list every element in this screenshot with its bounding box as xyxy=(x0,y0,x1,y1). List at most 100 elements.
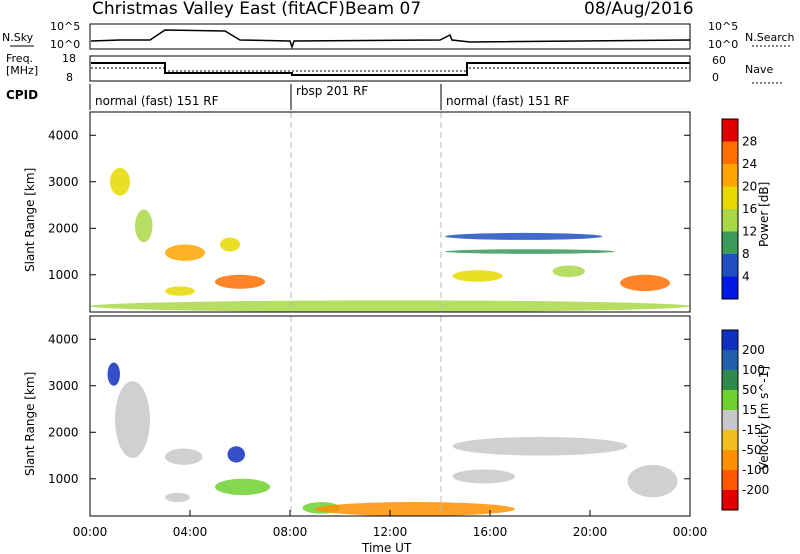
velocity-echo-region-9 xyxy=(452,436,628,456)
x-tick-label: 20:00 xyxy=(573,525,608,539)
power-echo-region-9 xyxy=(445,232,603,240)
cpid-row: CPID normal (fast) 151 RF rbsp 201 RF no… xyxy=(6,84,570,110)
velocity-plot-area xyxy=(89,315,691,517)
velocity-colorbar-segment xyxy=(722,450,738,470)
velocity-colorbar-tick: -100 xyxy=(742,463,769,477)
power-echo-region-7 xyxy=(90,300,690,312)
x-tick-label: 12:00 xyxy=(373,525,408,539)
y-tick-label: 4000 xyxy=(48,128,79,142)
velocity-colorbar-tick: 15 xyxy=(742,403,757,417)
nave-tick-top: 60 xyxy=(712,54,726,67)
velocity-colorbar-tick: 100 xyxy=(742,363,765,377)
power-colorbar-segment xyxy=(722,254,738,277)
x-tick-label: 04:00 xyxy=(173,525,208,539)
velocity-colorbar-segment xyxy=(722,390,738,410)
power-colorbar-segment xyxy=(722,164,738,187)
velocity-colorbar-tick: 200 xyxy=(742,343,765,357)
velocity-colorbar-tick: -15 xyxy=(742,423,762,437)
power-echo-region-1 xyxy=(110,167,130,196)
power-echo-region-2 xyxy=(135,209,153,243)
velocity-colorbar-segment xyxy=(722,330,738,350)
velocity-colorbar-segment xyxy=(722,490,738,510)
nsearch-label: N.Search xyxy=(745,31,795,44)
power-marks xyxy=(90,167,690,312)
velocity-colorbar-tick: -50 xyxy=(742,443,762,457)
y-tick-label: 4000 xyxy=(48,332,79,346)
y-tick-label: 3000 xyxy=(48,175,79,189)
x-tick-label: 08:00 xyxy=(273,525,308,539)
nsearch-tick-top: 10^5 xyxy=(708,20,738,33)
velocity-colorbar-segment xyxy=(722,350,738,370)
cpid-segment-1: normal (fast) 151 RF xyxy=(95,94,219,108)
nsky-trace xyxy=(90,29,691,50)
y-tick-label: 1000 xyxy=(48,472,79,486)
velocity-colorbar-segment xyxy=(722,370,738,390)
power-colorbar-tick: 12 xyxy=(742,225,757,239)
power-echo-region-6 xyxy=(165,286,195,296)
power-echo-region-5 xyxy=(215,274,265,289)
x-tick-label: 00:00 xyxy=(673,525,708,539)
velocity-echo-region-6 xyxy=(165,492,190,503)
freq-label: Freq. xyxy=(6,52,33,65)
power-colorbar-segment xyxy=(722,276,738,299)
freq-trace xyxy=(91,62,690,76)
velocity-colorbar: 200 100 50 15 -15 -50 -100 -200 xyxy=(721,329,769,511)
freq-panel: Freq. [MHz] 18 8 60 0 Nave xyxy=(6,52,782,84)
power-colorbar-segment xyxy=(722,231,738,254)
nave-trace xyxy=(91,67,690,72)
x-tick-label: 00:00 xyxy=(73,525,108,539)
cpid-label: CPID xyxy=(6,88,38,102)
velocity-colorbar-tick: -200 xyxy=(742,483,769,497)
y-tick-label: 1000 xyxy=(48,268,79,282)
power-echo-region-4 xyxy=(220,237,240,252)
nave-tick-bottom: 0 xyxy=(712,71,719,84)
cpid-segment-3: normal (fast) 151 RF xyxy=(446,94,570,108)
velocity-echo-region-5 xyxy=(215,478,270,496)
freq-unit: [MHz] xyxy=(6,64,38,77)
nsearch-tick-bottom: 10^0 xyxy=(708,38,738,51)
velocity-marks xyxy=(107,362,678,516)
power-colorbar-tick: 24 xyxy=(742,157,757,171)
power-colorbar-segment xyxy=(722,141,738,164)
power-echo-region-8 xyxy=(445,249,615,254)
velocity-echo-region-3 xyxy=(165,448,203,465)
nsky-tick-top: 10^5 xyxy=(50,20,80,33)
power-colorbar-segment xyxy=(722,119,738,142)
power-echo-region-3 xyxy=(165,244,205,261)
nave-label: Nave xyxy=(745,63,773,76)
x-axis: 00:00 04:00 08:00 12:00 16:00 20:00 00:00 xyxy=(73,510,708,539)
velocity-echo-region-4 xyxy=(227,446,245,463)
velocity-colorbar-segment xyxy=(722,430,738,450)
beam-label: Beam 07 xyxy=(345,0,421,19)
power-colorbar-tick: 4 xyxy=(742,270,750,284)
velocity-echo-region-11 xyxy=(627,464,678,498)
nsky-tick-bottom: 10^0 xyxy=(50,38,80,51)
power-colorbar-label: Power [dB] xyxy=(757,182,771,247)
x-axis-title: Time UT xyxy=(361,541,412,554)
power-echo-region-10 xyxy=(452,270,503,282)
y-tick-label: 2000 xyxy=(48,425,79,439)
velocity-echo-region-8 xyxy=(315,502,515,516)
freq-tick-top: 18 xyxy=(62,52,76,65)
power-colorbar-tick: 28 xyxy=(742,135,757,149)
velocity-colorbar-label: Velocity [m s^-1] xyxy=(757,366,771,470)
velocity-echo-region-1 xyxy=(107,362,120,386)
power-echo-region-11 xyxy=(552,265,585,278)
power-colorbar-tick: 16 xyxy=(742,202,757,216)
power-colorbar-segment xyxy=(722,209,738,232)
power-echo-region-12 xyxy=(620,274,670,292)
velocity-echo-region-2 xyxy=(115,381,150,458)
nsky-label: N.Sky xyxy=(2,31,34,44)
velocity-panel: 4000 3000 2000 1000 xyxy=(48,315,691,517)
power-plot-area xyxy=(89,111,691,313)
cpid-segment-2: rbsp 201 RF xyxy=(296,84,368,98)
station-title: Christmas Valley East (fitACF) xyxy=(92,0,345,19)
power-colorbar-tick: 20 xyxy=(742,180,757,194)
date-label: 08/Aug/2016 xyxy=(584,0,694,19)
x-tick-label: 16:00 xyxy=(473,525,508,539)
velocity-echo-region-10 xyxy=(452,469,515,484)
power-ylabel: Slant Range [km] xyxy=(23,168,37,272)
power-panel: 4000 3000 2000 1000 xyxy=(48,111,691,313)
power-colorbar-tick: 8 xyxy=(742,247,750,261)
